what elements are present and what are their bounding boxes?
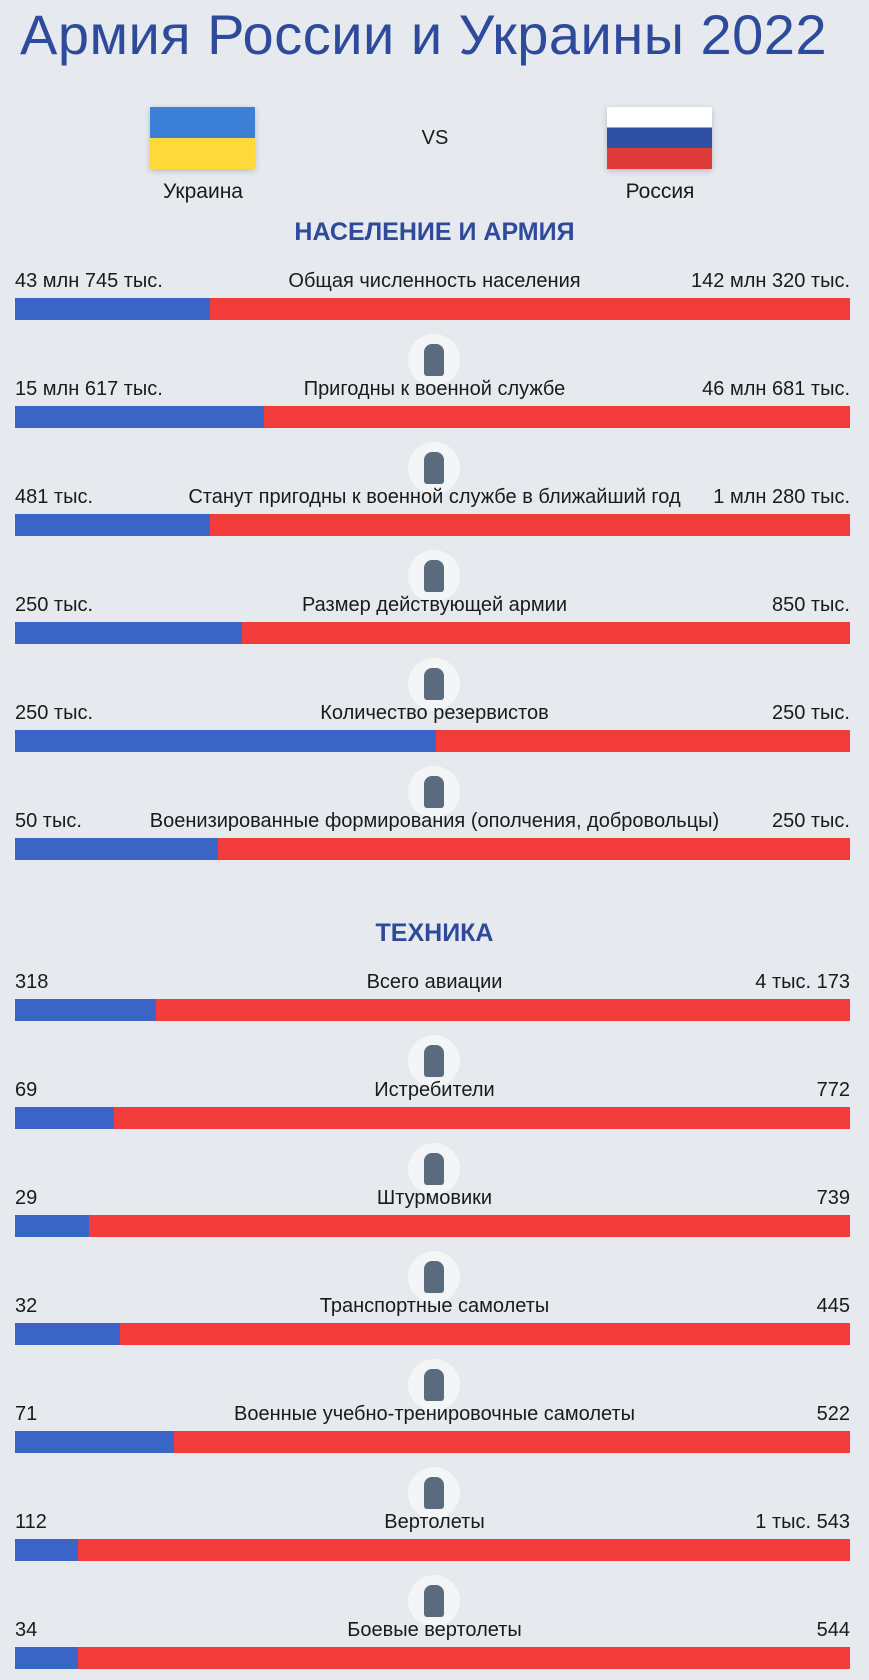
right-value: 142 млн 320 тыс. [691, 270, 850, 292]
left-value: 43 млн 745 тыс. [15, 270, 163, 292]
ukraine-share [15, 1431, 175, 1453]
ukraine-share [15, 1539, 79, 1561]
icon [408, 1143, 460, 1195]
left-value: 71 [15, 1403, 38, 1425]
comparison-bar [15, 730, 850, 752]
flag-ukraine [150, 107, 255, 169]
row-label: Вертолеты [384, 1511, 485, 1533]
left-value: 250 тыс. [15, 594, 94, 616]
comparison-bar [15, 406, 850, 428]
icon-silhouette [424, 668, 444, 700]
right-value: 772 [816, 1079, 850, 1101]
comparison-bar [15, 1431, 850, 1453]
ukraine-share [15, 1647, 79, 1669]
row-label: Пригодны к военной службе [303, 378, 566, 400]
ukraine-share [15, 1323, 121, 1345]
left-value: 29 [15, 1187, 38, 1209]
right-value: 739 [816, 1187, 850, 1209]
right-value: 250 тыс. [771, 810, 850, 832]
left-value: 481 тыс. [15, 486, 94, 508]
ukraine-share [15, 514, 211, 536]
section-heading: ТЕХНИКА [375, 919, 494, 947]
ukraine-share [15, 1215, 90, 1237]
icon-silhouette [424, 1369, 444, 1401]
icon [408, 1575, 460, 1627]
left-name: Украина [163, 180, 243, 203]
icon-silhouette [424, 1261, 444, 1293]
row-label: Боевые вертолеты [347, 1619, 522, 1641]
right-value: 46 млн 681 тыс. [702, 378, 850, 400]
ukraine-share [15, 730, 436, 752]
right-value: 1 млн 280 тыс. [713, 486, 850, 508]
left-value: 34 [15, 1619, 38, 1641]
right-value: 4 тыс. 173 [755, 971, 850, 993]
icon [408, 1251, 460, 1303]
title: Армия России и Украины 2022 [20, 3, 828, 66]
row-label: Станут пригодны к военной службе в ближа… [188, 486, 681, 508]
right-value: 250 тыс. [771, 702, 850, 724]
icon [408, 334, 460, 386]
left-value: 50 тыс. [15, 810, 82, 832]
row-label: Транспортные самолеты [319, 1295, 550, 1317]
icon [408, 1359, 460, 1411]
comparison-bar [15, 1323, 850, 1345]
icon [408, 766, 460, 818]
icon-silhouette [424, 776, 444, 808]
comparison-bar [15, 1539, 850, 1561]
row-label: Истребители [374, 1079, 495, 1101]
icon-silhouette [424, 344, 444, 376]
icon [408, 1035, 460, 1087]
row-label: Всего авиации [366, 971, 503, 993]
right-name: Россия [625, 180, 695, 203]
comparison-bar [15, 622, 850, 644]
flag-russia [607, 107, 712, 169]
ukraine-share [15, 622, 243, 644]
ukraine-share [15, 406, 264, 428]
left-value: 69 [15, 1079, 38, 1101]
comparison-bar [15, 298, 850, 320]
right-value: 850 тыс. [771, 594, 850, 616]
comparison-bar [15, 1647, 850, 1669]
left-value: 112 [15, 1511, 47, 1533]
row-label: Количество резервистов [320, 702, 549, 724]
row-label: Размер действующей армии [301, 594, 568, 616]
left-value: 250 тыс. [15, 702, 94, 724]
icon-silhouette [424, 560, 444, 592]
icon [408, 442, 460, 494]
row-label: Военизированные формирования (ополчения,… [149, 810, 720, 832]
icon-silhouette [424, 1585, 444, 1617]
right-value: 544 [816, 1619, 850, 1641]
section-heading: НАСЕЛЕНИЕ И АРМИЯ [294, 218, 575, 246]
right-value: 445 [816, 1295, 850, 1317]
left-value: 15 млн 617 тыс. [15, 378, 163, 400]
row-label: Штурмовики [376, 1187, 493, 1209]
right-value: 1 тыс. 543 [755, 1511, 850, 1533]
comparison-bar [15, 838, 850, 860]
left-value: 32 [15, 1295, 38, 1317]
ukraine-share [15, 999, 157, 1021]
icon-silhouette [424, 1045, 444, 1077]
ukraine-share [15, 298, 211, 320]
icon-silhouette [424, 452, 444, 484]
comparison-bar [15, 1107, 850, 1129]
right-value: 522 [816, 1403, 850, 1425]
icon-silhouette [424, 1477, 444, 1509]
left-value: 318 [15, 971, 49, 993]
comparison-bar [15, 1215, 850, 1237]
ukraine-share [15, 838, 218, 860]
vs: VS [421, 127, 449, 149]
icon-silhouette [424, 1153, 444, 1185]
comparison-bar [15, 514, 850, 536]
ukraine-share [15, 1107, 114, 1129]
icon [408, 658, 460, 710]
icon [408, 1467, 460, 1519]
row-label: Военные учебно-тренировочные самолеты [233, 1403, 636, 1425]
icon [408, 550, 460, 602]
comparison-bar [15, 999, 850, 1021]
row-label: Общая численность населения [288, 270, 581, 292]
